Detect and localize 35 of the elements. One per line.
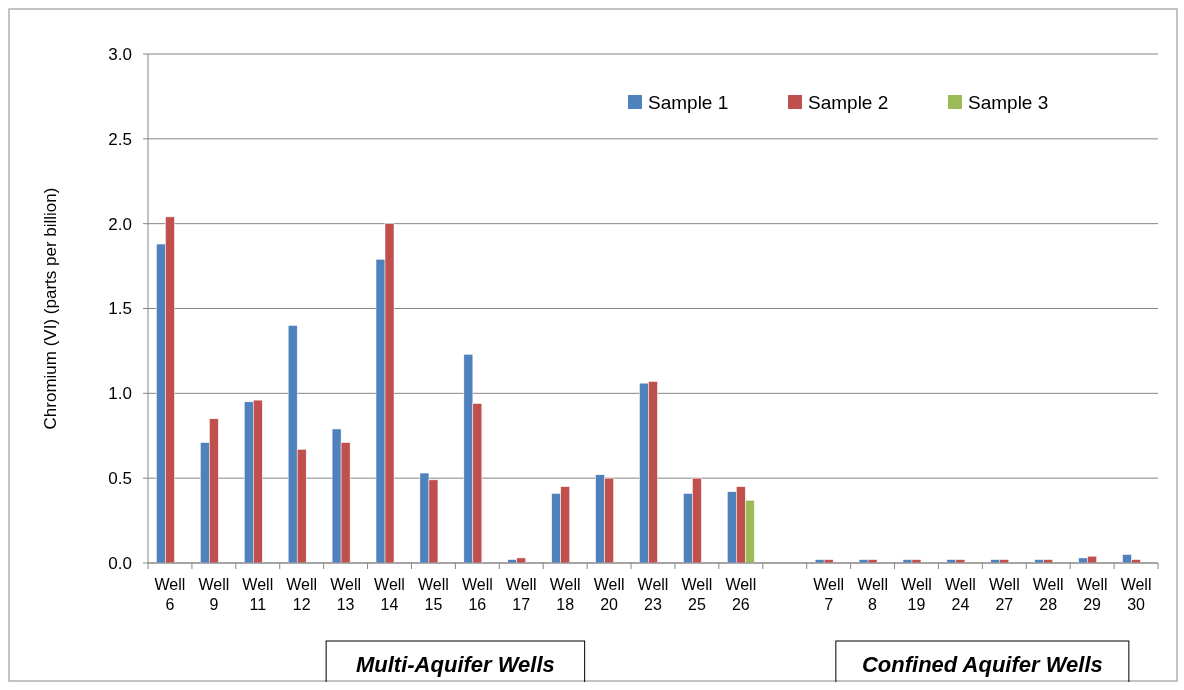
- legend-label: Sample 1: [648, 91, 729, 113]
- x-tick-label: Well 13: [330, 576, 362, 613]
- x-tick-label: Well 20: [593, 576, 625, 613]
- y-tick-label: 2.0: [108, 214, 132, 234]
- x-tick-label: Well 15: [418, 576, 449, 613]
- y-axis-title: Chromium (VI) (parts per billion): [41, 187, 60, 430]
- x-tick-label: Well 18: [549, 576, 581, 613]
- x-tick-label: Well 7: [813, 576, 845, 613]
- x-tick-label: Well 29: [1076, 576, 1108, 613]
- x-tick-label: Well 17: [505, 576, 537, 613]
- x-tick-label: Well 16: [461, 576, 493, 613]
- x-tick-label: Well 30: [1120, 576, 1152, 613]
- x-tick-label: Well 11: [242, 576, 274, 613]
- y-tick-label: 2.5: [108, 129, 132, 149]
- x-tick-label: Well 28: [1032, 576, 1064, 613]
- y-tick-label: 1.5: [108, 299, 132, 319]
- x-tick-label: Well 6: [154, 576, 186, 613]
- x-tick-label: Well 12: [286, 576, 318, 613]
- y-tick-label: 3.0: [108, 44, 132, 64]
- x-tick-label: Well 24: [944, 576, 976, 613]
- y-tick-label: 0.0: [108, 553, 132, 573]
- legend-label: Sample 3: [968, 91, 1049, 113]
- y-tick-label: 0.5: [108, 469, 132, 489]
- x-tick-label: Well 27: [988, 576, 1020, 613]
- x-tick-label: Well 26: [725, 576, 757, 613]
- x-tick-label: Well 25: [681, 576, 713, 613]
- text: Multi-Aquifer Wells: [355, 651, 555, 677]
- legend-label: Sample 2: [808, 91, 889, 113]
- y-tick-label: 1.0: [108, 384, 132, 404]
- x-tick-label: Well 23: [637, 576, 669, 613]
- x-tick-label: Well 9: [198, 576, 230, 613]
- x-tick-label: Well 19: [901, 576, 932, 613]
- x-tick-label: Well 8: [857, 576, 888, 613]
- x-tick-label: Well 14: [374, 576, 405, 613]
- text: Confined Aquifer Wells: [861, 651, 1103, 677]
